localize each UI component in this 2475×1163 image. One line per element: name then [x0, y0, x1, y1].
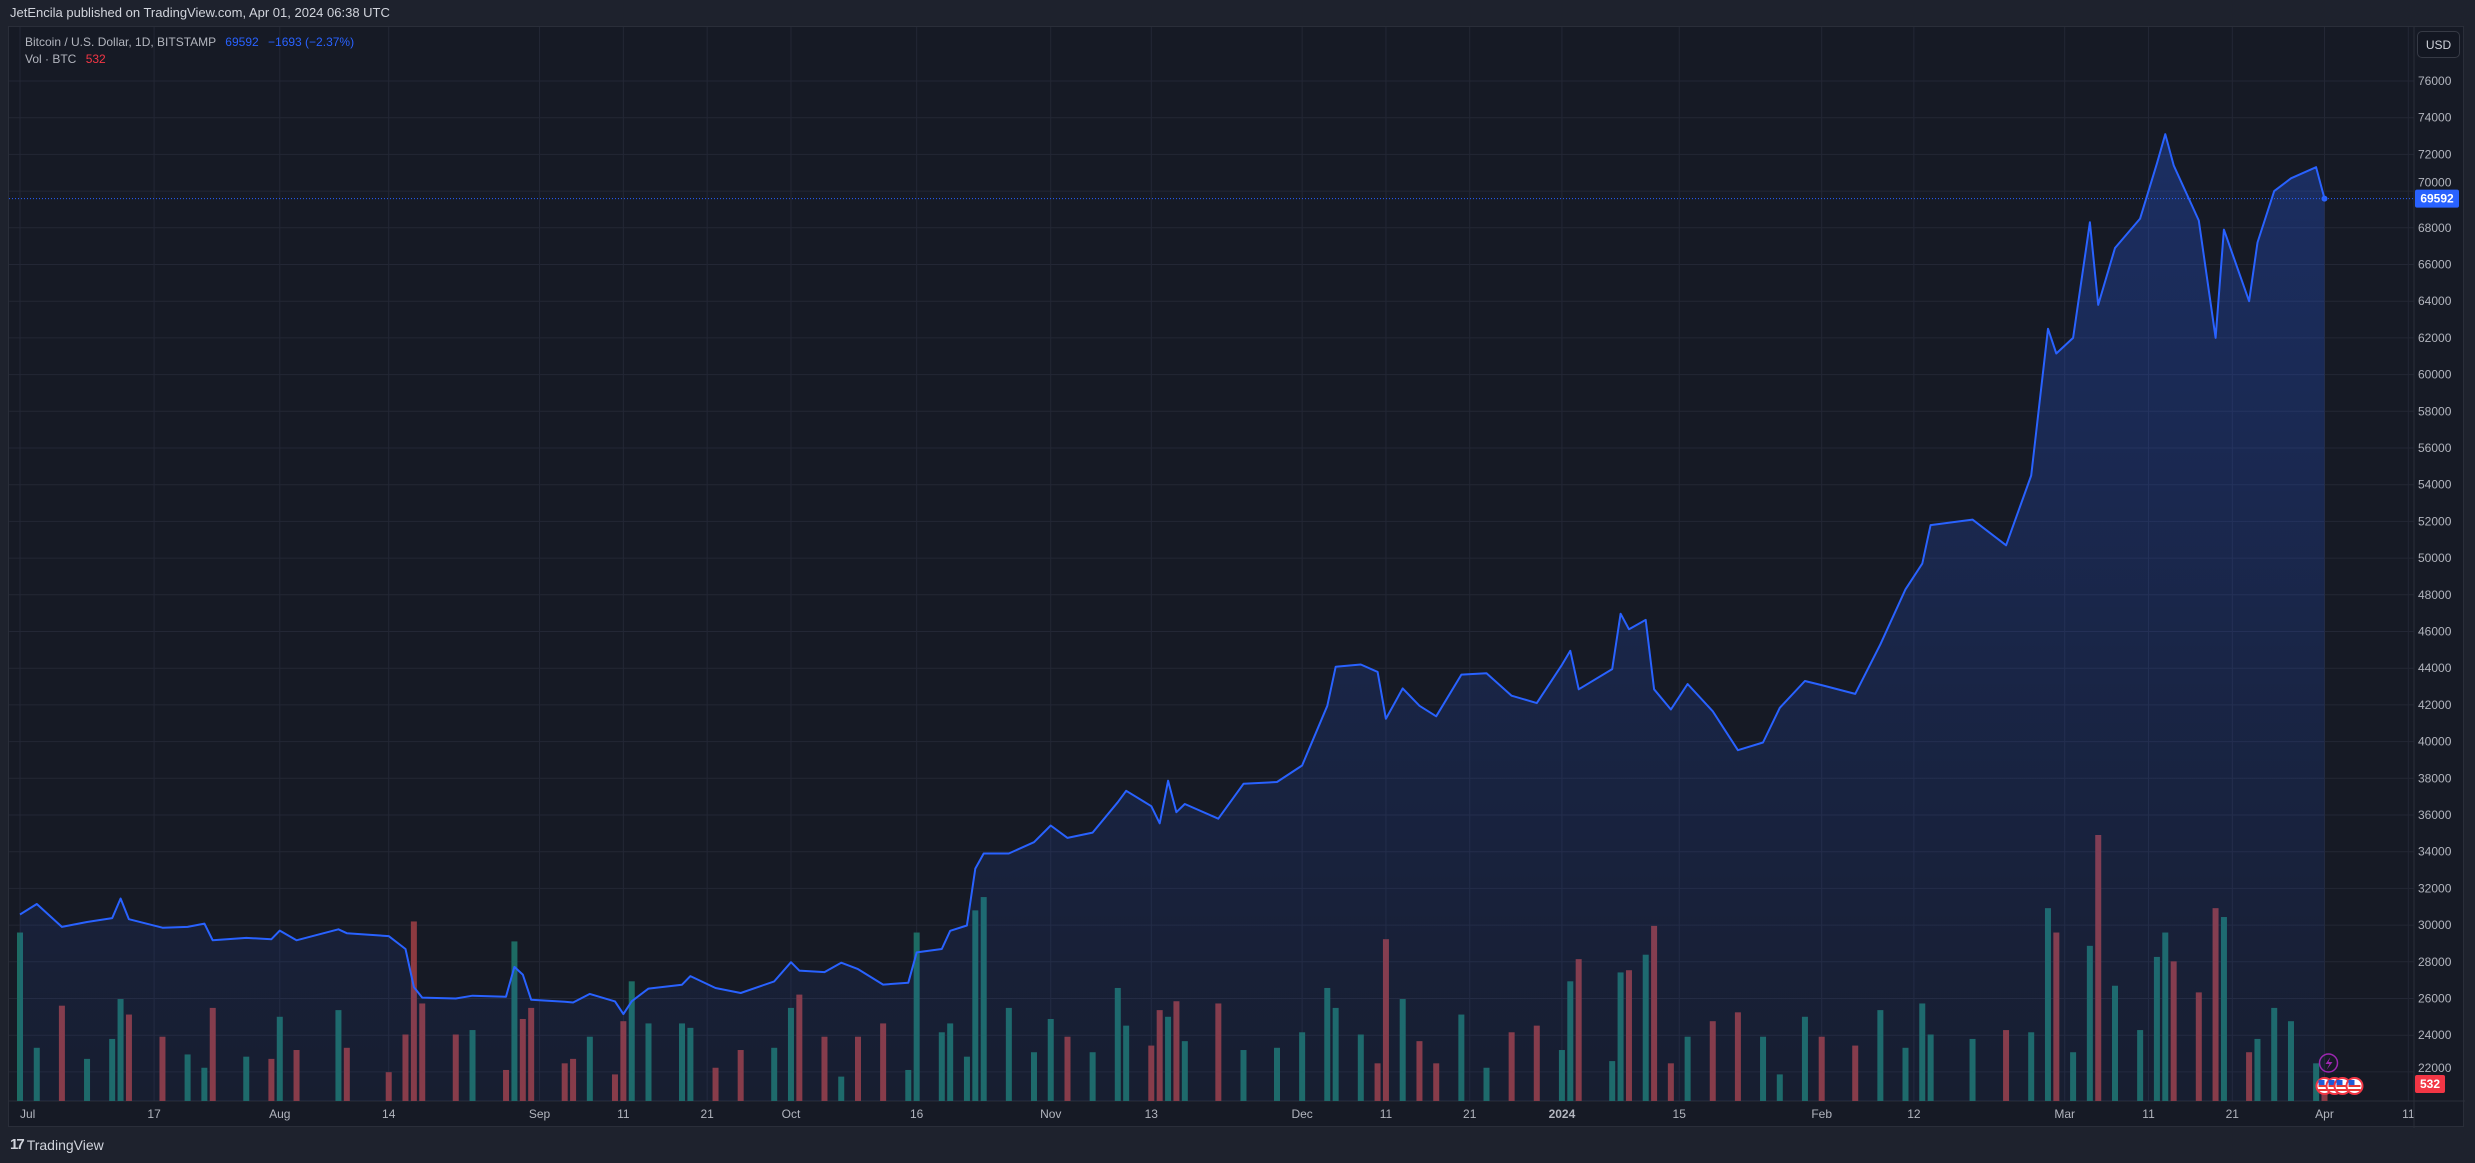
us-flag-event-icon[interactable]: [2345, 1077, 2364, 1095]
last-volume-badge: [2415, 1075, 2445, 1093]
price-change: −1693 (−2.37%): [268, 35, 355, 49]
chart-panel[interactable]: 22000 24000 26000 28000 30000 32000 34000 36000…: [8, 26, 2465, 1128]
y-tick-label: 26000: [2418, 992, 2452, 1006]
flag-stripe: [2348, 1085, 2361, 1087]
flag-stripe: [2348, 1089, 2361, 1091]
y-tick-label: 76000: [2418, 74, 2452, 88]
last-price-badge: [2415, 189, 2459, 208]
x-tick-label: Apr: [2315, 1107, 2334, 1121]
y-tick-label: 68000: [2418, 221, 2452, 235]
y-tick-label: 38000: [2418, 771, 2452, 785]
x-tick-label: Mar: [2054, 1107, 2075, 1121]
flag-canton: [2348, 1080, 2355, 1085]
y-tick-label: 48000: [2418, 588, 2452, 602]
x-tick-label: 16: [910, 1107, 924, 1121]
event-circle: [2318, 1053, 2339, 1073]
x-tick-label: 17: [147, 1107, 161, 1121]
y-tick-label: 22000: [2418, 1061, 2452, 1075]
y-tick-label: 64000: [2418, 294, 2452, 308]
x-tick-label: 11: [1380, 1107, 1393, 1121]
x-tick-label: Nov: [1040, 1107, 1061, 1121]
price-chart[interactable]: 22000 24000 26000 28000 30000 32000 34000 36000…: [9, 27, 2465, 1128]
x-tick-label: 14: [382, 1107, 396, 1121]
footer-branding[interactable]: 17 TradingView: [10, 1136, 104, 1153]
volume-value: 532: [85, 52, 106, 66]
y-tick-label: 44000: [2418, 661, 2452, 675]
x-tick-label: 2024: [1549, 1107, 1576, 1121]
x-tick-label: 21: [700, 1107, 714, 1121]
y-tick-label: 62000: [2418, 331, 2452, 345]
x-tick-label: Aug: [269, 1107, 290, 1121]
x-tick-label: 11: [2402, 1107, 2415, 1121]
y-tick-label: 32000: [2418, 881, 2452, 895]
x-tick-label: 21: [1463, 1107, 1477, 1121]
price-line: [19, 133, 2326, 1016]
last-price-badge-text: 69592: [2420, 192, 2454, 206]
publish-info: JetEncila published on TradingView.com, …: [10, 5, 390, 20]
volume-legend[interactable]: Vol · BTC 532: [25, 52, 106, 66]
x-tick-label: 21: [2226, 1107, 2240, 1121]
lightning-event-icon[interactable]: [2318, 1053, 2339, 1073]
last-price-dot: [2321, 195, 2328, 202]
brand-name: TradingView: [26, 1136, 104, 1153]
x-tick-label: Oct: [782, 1107, 801, 1121]
symbol-legend[interactable]: Bitcoin / U.S. Dollar, 1D, BITSTAMP 6959…: [25, 35, 354, 49]
price-area: [20, 134, 2325, 1101]
x-tick-label: 13: [1145, 1107, 1159, 1121]
x-tick-label: 12: [1907, 1107, 1921, 1121]
flag-canton: [2336, 1080, 2343, 1085]
y-tick-label: 24000: [2418, 1028, 2452, 1042]
y-tick-label: 40000: [2418, 735, 2452, 749]
currency-button[interactable]: USD: [2417, 31, 2460, 58]
x-tick-label: Jul: [20, 1107, 35, 1121]
flag-stripe: [2336, 1089, 2349, 1091]
flag-stripe: [2318, 1089, 2331, 1091]
y-tick-label: 60000: [2418, 368, 2452, 382]
y-tick-label: 28000: [2418, 955, 2452, 969]
x-tick-label: 11: [2142, 1107, 2155, 1121]
last-price: 69592: [225, 35, 259, 49]
x-tick-label: Sep: [529, 1107, 551, 1121]
x-tick-label: 15: [1673, 1107, 1687, 1121]
y-tick-label: 34000: [2418, 845, 2452, 859]
y-tick-label: 74000: [2418, 111, 2452, 125]
x-tick-label: Dec: [1291, 1107, 1312, 1121]
tradingview-logo-icon: 17: [10, 1136, 25, 1153]
y-tick-label: 56000: [2418, 441, 2452, 455]
flag-stripe: [2336, 1085, 2349, 1087]
last-volume-badge-text: 532: [2420, 1077, 2440, 1091]
y-tick-label: 42000: [2418, 698, 2452, 712]
y-tick-label: 50000: [2418, 551, 2452, 565]
y-tick-label: 52000: [2418, 514, 2452, 528]
y-tick-label: 58000: [2418, 404, 2452, 418]
y-tick-label: 36000: [2418, 808, 2452, 822]
y-tick-label: 66000: [2418, 258, 2452, 272]
y-tick-label: 54000: [2418, 478, 2452, 492]
y-tick-label: 72000: [2418, 147, 2452, 161]
volume-title: Vol · BTC: [25, 52, 77, 66]
y-tick-label: 46000: [2418, 625, 2452, 639]
x-tick-label: 11: [617, 1107, 630, 1121]
y-tick-label: 70000: [2418, 176, 2452, 190]
x-tick-label: Feb: [1811, 1107, 1832, 1121]
symbol-title: Bitcoin / U.S. Dollar, 1D, BITSTAMP: [25, 35, 216, 49]
flag-canton: [2328, 1080, 2335, 1085]
lightning-glyph: [2325, 1057, 2333, 1070]
y-tick-label: 30000: [2418, 918, 2452, 932]
flag-stripe: [2318, 1085, 2331, 1087]
flag-canton: [2318, 1080, 2325, 1085]
